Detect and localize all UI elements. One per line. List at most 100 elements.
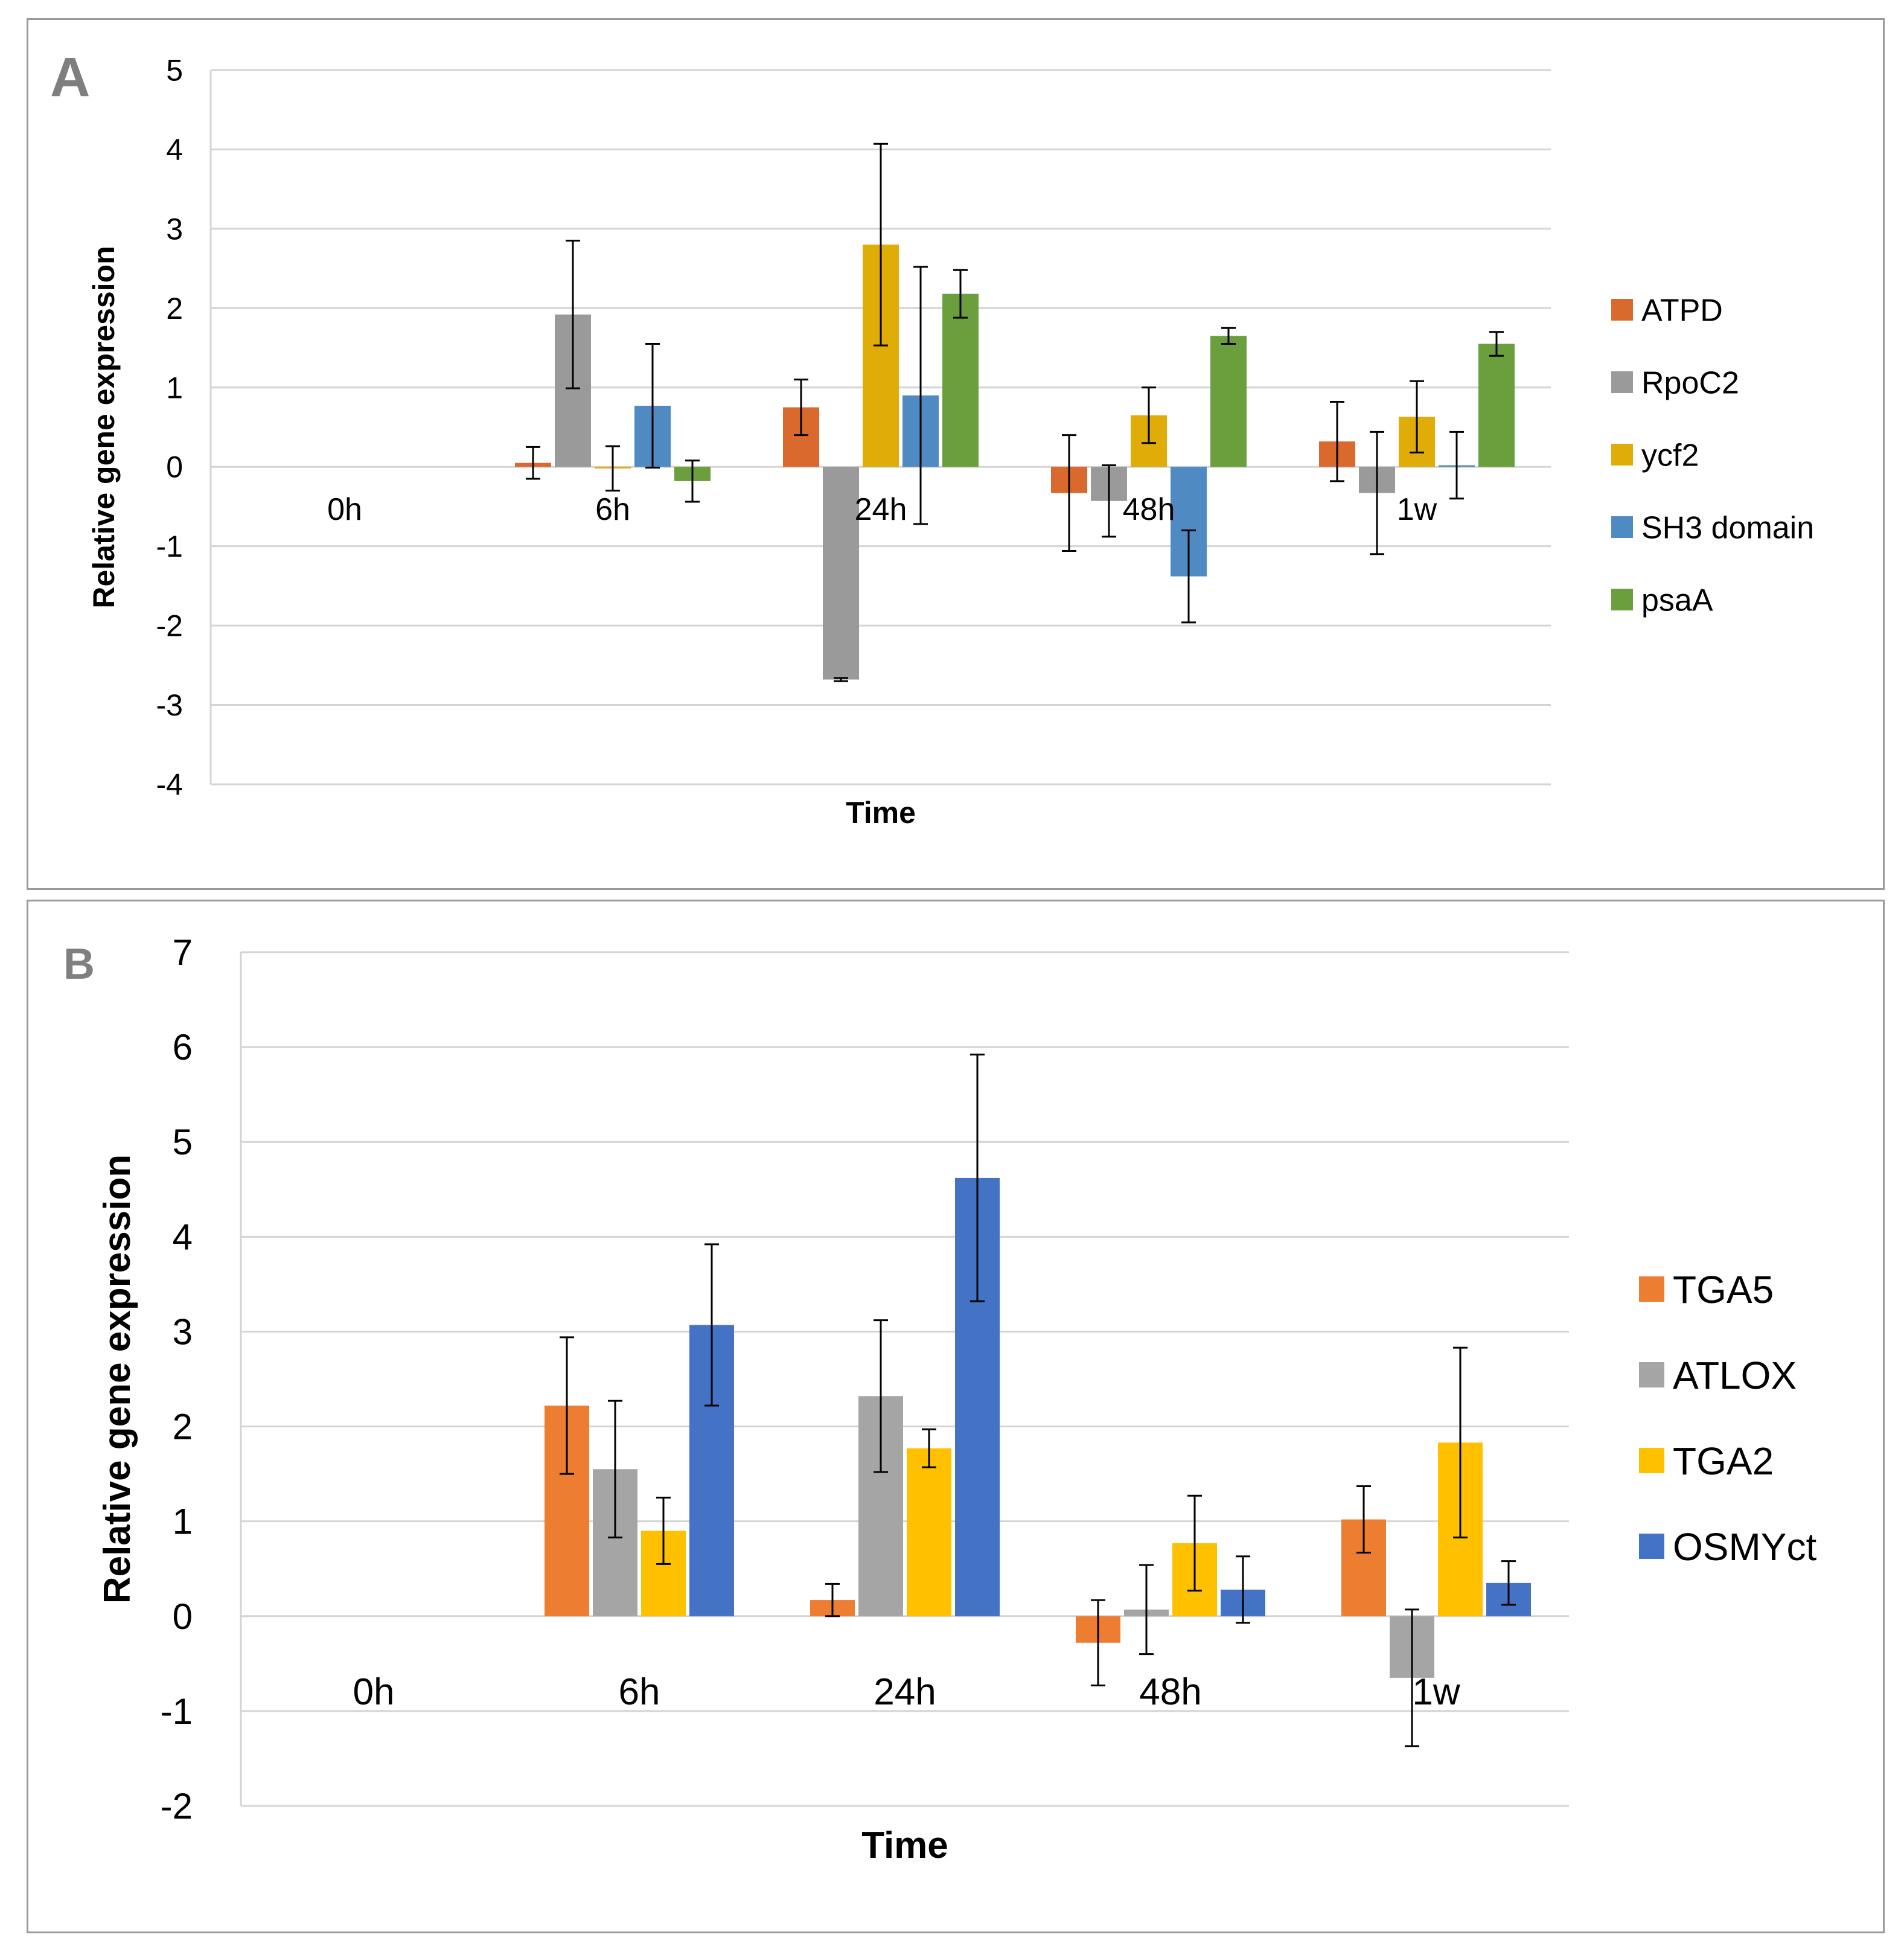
chart-a-error-bar bbox=[1410, 380, 1424, 454]
chart-b-error-bar bbox=[1356, 1485, 1371, 1554]
chart-a-legend-label: SH3 domain bbox=[1641, 511, 1814, 546]
chart-a-error-bar bbox=[566, 240, 580, 389]
chart-b-category-label: 6h bbox=[619, 1671, 660, 1713]
chart-a-error-bar bbox=[794, 379, 808, 437]
chart-a-category-label: 6h bbox=[595, 492, 630, 527]
chart-a-legend-label: psaA bbox=[1641, 583, 1713, 618]
chart-a-error-bar bbox=[1062, 434, 1076, 552]
chart-a-error-bar bbox=[1221, 327, 1236, 345]
chart-a-error-bar bbox=[605, 445, 620, 492]
chart-a: A 5 4 3 2 1 0 -1 -2 -3 -4 0h 6h 24h 48h 1w Time Relative … bbox=[50, 46, 1814, 830]
chart-a-bar-psaa-48h bbox=[1210, 336, 1247, 467]
chart-b-error-bar bbox=[970, 1054, 985, 1302]
chart-b-legend-item: OSMYct bbox=[1639, 1525, 1816, 1569]
chart-a-error-bar bbox=[526, 446, 540, 480]
chart-a-error-bar bbox=[1370, 430, 1384, 555]
chart-b-y-tick-label: 7 bbox=[173, 932, 193, 973]
chart-a-y-tick-label: 5 bbox=[166, 54, 183, 88]
chart-b-panel-label: B bbox=[63, 940, 95, 988]
chart-b-error-bar bbox=[874, 1319, 888, 1473]
chart-a-x-axis-title: Time bbox=[846, 796, 916, 830]
chart-a-y-axis-title: Relative gene expression bbox=[87, 246, 121, 608]
chart-a-legend-swatch bbox=[1611, 444, 1633, 466]
chart-a-error-bar bbox=[1142, 386, 1156, 444]
chart-a-legend-swatch bbox=[1611, 516, 1633, 538]
chart-b-category-label: 48h bbox=[1139, 1671, 1201, 1713]
chart-b-error-bar bbox=[1091, 1599, 1105, 1686]
chart-b-y-tick-label: -2 bbox=[161, 1786, 193, 1826]
chart-b-y-tick-label: 3 bbox=[173, 1311, 193, 1352]
chart-b-error-bar bbox=[1139, 1564, 1154, 1656]
chart-a-y-tick-label: 2 bbox=[166, 292, 183, 325]
chart-a-legend-swatch bbox=[1611, 371, 1633, 393]
chart-a-legend-item: RpoC2 bbox=[1611, 366, 1739, 401]
chart-a-legend-label: ycf2 bbox=[1641, 438, 1699, 473]
chart-b-bar-tga2-24h bbox=[907, 1448, 951, 1616]
chart-a-bar-psaa-24h bbox=[942, 293, 979, 467]
chart-b-legend-swatch bbox=[1639, 1276, 1664, 1302]
chart-b-y-tick-label: 1 bbox=[173, 1502, 193, 1542]
chart-b-y-tick-label: 5 bbox=[173, 1122, 193, 1162]
chart-b-error-bar bbox=[1405, 1608, 1419, 1747]
chart-a-legend-item: SH3 domain bbox=[1611, 511, 1814, 546]
chart-b-legend-label: OSMYct bbox=[1673, 1525, 1816, 1569]
chart-a-error-bar bbox=[1449, 430, 1464, 500]
chart-b-legend-label: ATLOX bbox=[1673, 1354, 1797, 1397]
chart-a-error-bar bbox=[913, 266, 928, 525]
chart-b-error-bar bbox=[1236, 1555, 1250, 1624]
chart-a-category-label: 0h bbox=[327, 492, 362, 527]
chart-b-legend-swatch bbox=[1639, 1448, 1664, 1473]
chart-b-y-tick-label: 4 bbox=[173, 1217, 193, 1257]
chart-b-error-bar bbox=[1501, 1560, 1516, 1606]
chart-a-error-bar bbox=[1489, 331, 1504, 357]
chart-a-error-bar bbox=[1330, 400, 1344, 482]
chart-panel-a: A 5 4 3 2 1 0 -1 -2 -3 -4 0h 6h 24h 48h 1w Time Relative … bbox=[27, 18, 1885, 890]
chart-a-panel-label: A bbox=[50, 46, 90, 108]
chart-a-bar-rpoc2-24h bbox=[823, 467, 859, 680]
chart-b-legend-item: TGA5 bbox=[1639, 1268, 1774, 1311]
chart-b-legend-label: TGA5 bbox=[1673, 1268, 1774, 1311]
chart-a-y-tick-label: 0 bbox=[166, 450, 183, 484]
chart-b-error-bar bbox=[1187, 1494, 1202, 1592]
chart-b-legend-label: TGA2 bbox=[1673, 1439, 1774, 1483]
chart-b-category-label: 24h bbox=[874, 1671, 936, 1713]
chart-b: B 7 6 5 4 3 2 1 0 -1 -2 0h 6h 24h 48h 1w Time Relative ge… bbox=[63, 932, 1816, 1866]
chart-a-y-tick-label: 4 bbox=[166, 133, 183, 167]
chart-b-error-bar bbox=[656, 1496, 671, 1565]
chart-b-category-label: 0h bbox=[353, 1671, 395, 1713]
chart-b-y-tick-label: -1 bbox=[161, 1691, 193, 1732]
chart-a-y-tick-label: -2 bbox=[156, 609, 183, 643]
chart-a-y-tick-label: -1 bbox=[156, 530, 183, 563]
chart-a-error-bar bbox=[685, 459, 700, 503]
chart-b-category-label: 1w bbox=[1412, 1671, 1460, 1713]
chart-b-legend-swatch bbox=[1639, 1534, 1664, 1559]
chart-b-error-bar bbox=[922, 1428, 936, 1468]
chart-b-error-bar bbox=[608, 1400, 622, 1538]
chart-a-error-bar bbox=[1181, 529, 1196, 624]
chart-b-error-bar bbox=[560, 1336, 574, 1475]
chart-a-y-tick-label: 1 bbox=[166, 371, 183, 405]
chart-a-legend-label: RpoC2 bbox=[1641, 366, 1739, 401]
chart-a-category-label: 48h bbox=[1123, 492, 1175, 527]
chart-a-error-bar bbox=[834, 677, 848, 682]
chart-b-error-bar bbox=[825, 1583, 840, 1618]
chart-b-x-axis-title: Time bbox=[861, 1825, 948, 1866]
chart-b-y-tick-label: 2 bbox=[173, 1407, 193, 1447]
chart-a-error-bar bbox=[953, 269, 968, 319]
chart-b-legend-swatch bbox=[1639, 1362, 1664, 1387]
chart-a-legend-swatch bbox=[1611, 299, 1633, 321]
chart-a-y-tick-label: -4 bbox=[156, 768, 183, 802]
chart-a-category-label: 24h bbox=[855, 492, 907, 527]
chart-b-error-bar bbox=[1453, 1346, 1468, 1538]
chart-a-legend-item: ycf2 bbox=[1611, 438, 1699, 473]
chart-a-legend-item: ATPD bbox=[1611, 293, 1723, 328]
chart-a-bar-psaa-1w bbox=[1478, 344, 1515, 467]
chart-a-error-bar bbox=[645, 342, 660, 469]
chart-a-legend-label: ATPD bbox=[1641, 293, 1723, 328]
chart-a-legend-item: psaA bbox=[1611, 583, 1713, 618]
chart-b-y-axis-title: Relative gene expression bbox=[97, 1154, 138, 1604]
chart-b-error-bar bbox=[704, 1243, 719, 1407]
chart-b-legend-item: ATLOX bbox=[1639, 1354, 1797, 1397]
chart-a-legend-swatch bbox=[1611, 589, 1633, 610]
chart-a-y-tick-label: -3 bbox=[156, 688, 183, 722]
